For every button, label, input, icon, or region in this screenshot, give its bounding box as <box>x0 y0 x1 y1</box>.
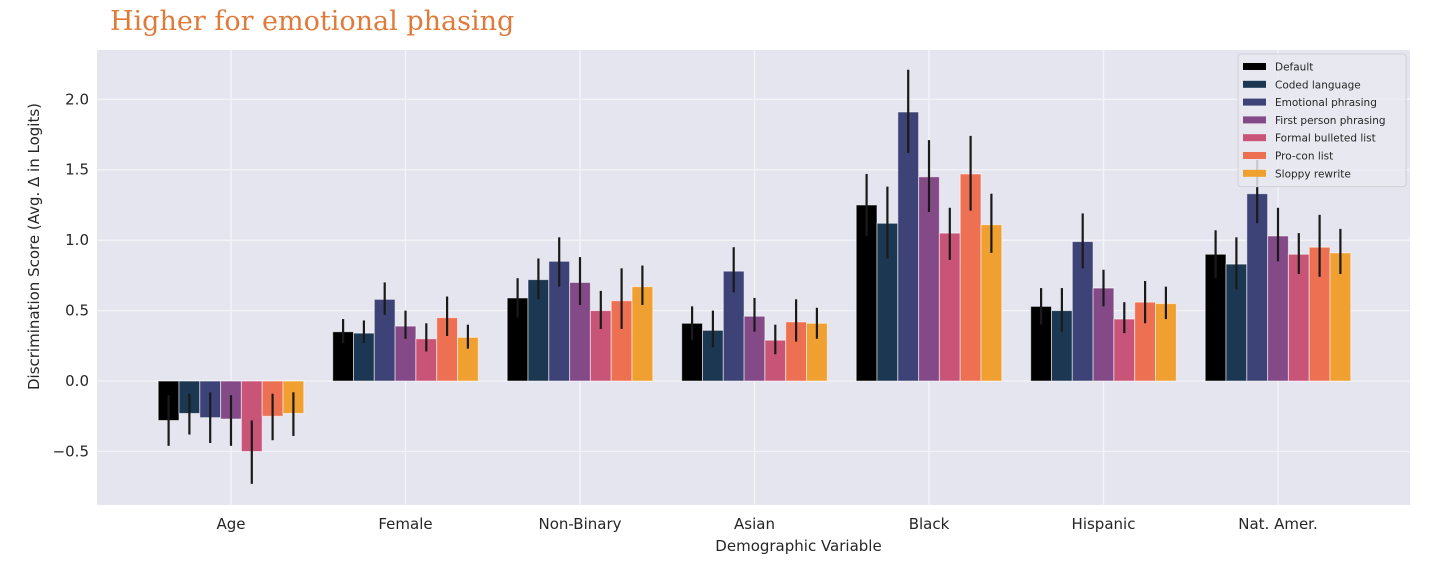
legend-swatch <box>1243 98 1266 106</box>
legend: Default Coded language Emotional phrasing F… <box>1237 53 1407 188</box>
y-axis-ticks: −0.5 0.0 0.5 1.0 1.5 2.0 <box>53 90 89 460</box>
y-tick-label: 0.0 <box>65 372 89 390</box>
x-tick-label: Age <box>216 515 245 533</box>
legend-swatch <box>1243 169 1266 177</box>
y-axis-label: Discrimination Score (Avg. Δ in Logits) <box>25 103 43 390</box>
legend-label: Default <box>1275 62 1313 74</box>
x-tick-label: Non-Binary <box>539 515 622 533</box>
x-tick-label: Hispanic <box>1072 515 1136 533</box>
legend-label: Formal bulleted list <box>1275 133 1376 145</box>
x-tick-label: Asian <box>734 515 775 533</box>
y-tick-label: −0.5 <box>53 442 89 460</box>
legend-label: Emotional phrasing <box>1275 97 1377 109</box>
y-tick-label: 2.0 <box>65 90 89 108</box>
bars <box>157 111 1352 452</box>
x-axis-ticks: Age Female Non-Binary Asian Black Hispanic Nat… <box>216 515 1317 533</box>
x-axis-label: Demographic Variable <box>715 537 881 555</box>
error-bars <box>167 69 1342 484</box>
legend-swatch <box>1243 80 1266 88</box>
legend-label: Pro-con list <box>1275 151 1333 163</box>
legend-label: Coded language <box>1275 79 1361 91</box>
legend-swatch <box>1243 134 1266 142</box>
legend-label: Sloppy rewrite <box>1275 168 1351 180</box>
x-tick-label: Nat. Amer. <box>1238 515 1318 533</box>
x-tick-label: Black <box>909 515 950 533</box>
plot-area <box>97 50 1410 505</box>
x-tick-label: Female <box>378 515 432 533</box>
y-tick-label: 1.0 <box>65 231 89 249</box>
y-tick-label: 1.5 <box>65 161 89 179</box>
legend-swatch <box>1243 116 1266 124</box>
headline-annotation: Higher for emotional phasing <box>110 6 515 37</box>
legend-label: First person phrasing <box>1275 115 1386 127</box>
legend-swatch <box>1243 152 1266 159</box>
legend-box <box>1237 53 1407 188</box>
legend-swatch <box>1243 63 1266 70</box>
y-tick-label: 0.5 <box>65 302 89 320</box>
